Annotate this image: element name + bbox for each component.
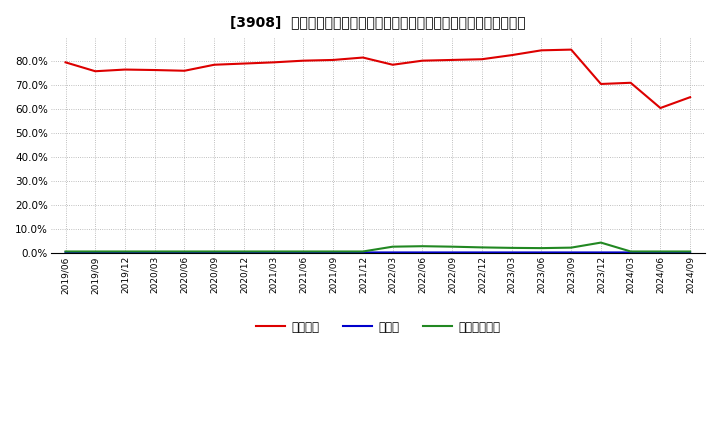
のれん	[418, 250, 427, 255]
繰延税金資産	[121, 249, 130, 254]
のれん	[210, 250, 219, 255]
自己資本	[61, 60, 70, 65]
自己資本	[656, 105, 665, 110]
繰延税金資産	[656, 249, 665, 254]
Title: [3908]  自己資本、のれん、繰延税金資産の総資産に対する比率の推移: [3908] 自己資本、のれん、繰延税金資産の総資産に対する比率の推移	[230, 15, 526, 29]
自己資本	[121, 67, 130, 72]
自己資本	[269, 60, 278, 65]
自己資本	[537, 48, 546, 53]
のれん	[686, 250, 695, 255]
繰延税金資産	[477, 245, 486, 250]
繰延税金資産	[388, 244, 397, 249]
Line: 自己資本: 自己資本	[66, 50, 690, 108]
繰延税金資産	[686, 249, 695, 254]
のれん	[448, 250, 456, 255]
のれん	[626, 250, 635, 255]
のれん	[597, 250, 606, 255]
繰延税金資産	[329, 249, 338, 254]
自己資本	[448, 57, 456, 62]
繰延税金資産	[150, 249, 159, 254]
のれん	[150, 250, 159, 255]
繰延税金資産	[299, 249, 307, 254]
Legend: 自己資本, のれん, 繰延税金資産: 自己資本, のれん, 繰延税金資産	[251, 316, 505, 338]
自己資本	[91, 69, 99, 74]
自己資本	[329, 57, 338, 62]
自己資本	[477, 57, 486, 62]
自己資本	[626, 80, 635, 85]
自己資本	[597, 81, 606, 87]
のれん	[477, 250, 486, 255]
自己資本	[210, 62, 219, 67]
のれん	[508, 250, 516, 255]
繰延税金資産	[91, 249, 99, 254]
のれん	[656, 250, 665, 255]
自己資本	[359, 55, 367, 60]
繰延税金資産	[269, 249, 278, 254]
繰延税金資産	[626, 249, 635, 254]
繰延税金資産	[240, 249, 248, 254]
のれん	[299, 250, 307, 255]
自己資本	[686, 95, 695, 100]
のれん	[180, 250, 189, 255]
自己資本	[508, 52, 516, 58]
自己資本	[388, 62, 397, 67]
繰延税金資産	[61, 249, 70, 254]
Line: 繰延税金資産: 繰延税金資産	[66, 242, 690, 252]
のれん	[359, 250, 367, 255]
のれん	[388, 250, 397, 255]
繰延税金資産	[180, 249, 189, 254]
繰延税金資産	[448, 244, 456, 249]
のれん	[567, 250, 575, 255]
繰延税金資産	[508, 245, 516, 250]
自己資本	[299, 58, 307, 63]
のれん	[61, 249, 70, 255]
のれん	[329, 250, 338, 255]
繰延税金資産	[597, 240, 606, 245]
自己資本	[418, 58, 427, 63]
のれん	[537, 250, 546, 255]
自己資本	[180, 68, 189, 73]
繰延税金資産	[537, 246, 546, 251]
自己資本	[150, 67, 159, 73]
繰延税金資産	[567, 245, 575, 250]
繰延税金資産	[210, 249, 219, 254]
自己資本	[567, 47, 575, 52]
のれん	[240, 250, 248, 255]
自己資本	[240, 61, 248, 66]
のれん	[121, 249, 130, 255]
のれん	[91, 249, 99, 255]
のれん	[269, 250, 278, 255]
繰延税金資産	[359, 249, 367, 254]
繰延税金資産	[418, 244, 427, 249]
